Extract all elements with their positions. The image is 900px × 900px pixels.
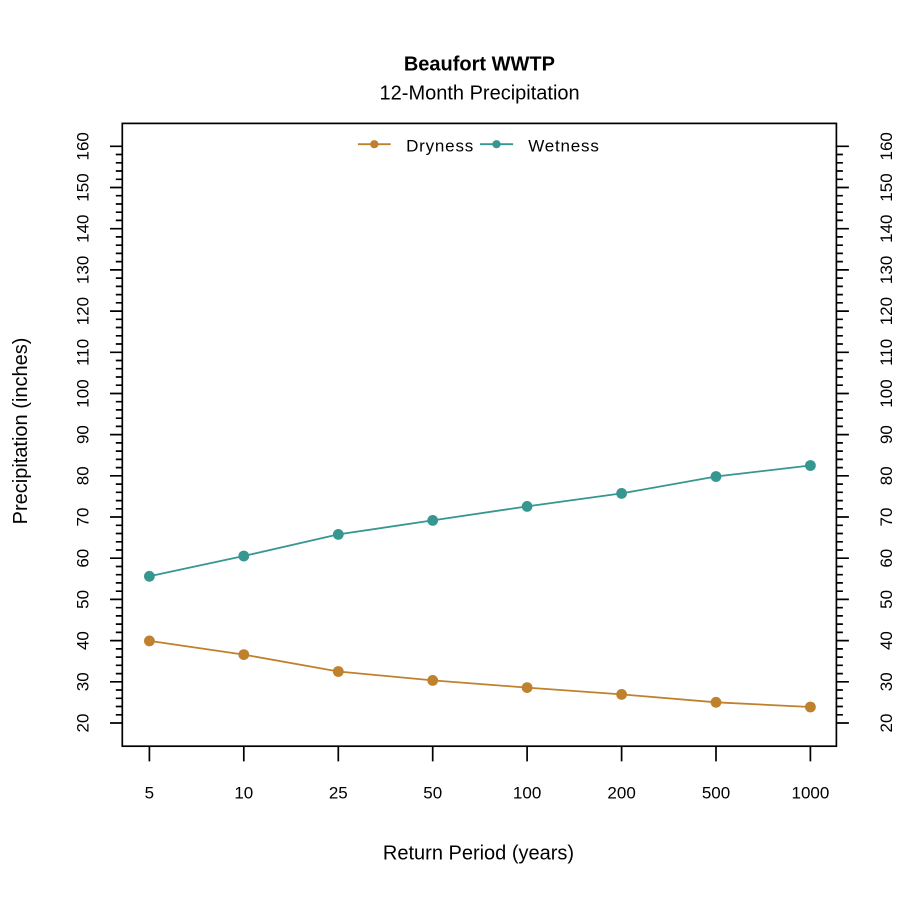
svg-text:90: 90 — [877, 425, 896, 444]
svg-text:130: 130 — [877, 256, 896, 284]
svg-text:Wetness: Wetness — [528, 137, 599, 156]
svg-text:25: 25 — [329, 783, 348, 802]
svg-text:40: 40 — [73, 631, 92, 650]
svg-text:150: 150 — [73, 173, 92, 201]
svg-text:150: 150 — [877, 173, 896, 201]
svg-text:70: 70 — [73, 508, 92, 527]
svg-text:12-Month Precipitation: 12-Month Precipitation — [380, 82, 580, 104]
svg-text:120: 120 — [877, 297, 896, 325]
svg-text:160: 160 — [877, 132, 896, 160]
svg-text:20: 20 — [877, 714, 896, 733]
svg-text:Precipitation (inches): Precipitation (inches) — [10, 338, 32, 525]
svg-text:500: 500 — [702, 783, 730, 802]
svg-text:30: 30 — [877, 672, 896, 691]
svg-text:100: 100 — [513, 783, 541, 802]
svg-text:60: 60 — [73, 549, 92, 568]
svg-text:80: 80 — [73, 466, 92, 485]
svg-text:200: 200 — [607, 783, 635, 802]
svg-text:80: 80 — [877, 466, 896, 485]
svg-text:110: 110 — [877, 339, 896, 366]
svg-text:50: 50 — [73, 590, 92, 609]
svg-text:140: 140 — [877, 215, 896, 243]
svg-text:Return Period (years): Return Period (years) — [383, 843, 574, 865]
svg-text:70: 70 — [877, 508, 896, 527]
svg-text:30: 30 — [73, 672, 92, 691]
svg-text:50: 50 — [877, 590, 896, 609]
svg-text:100: 100 — [877, 379, 896, 407]
svg-text:160: 160 — [73, 132, 92, 160]
svg-text:60: 60 — [877, 549, 896, 568]
svg-text:110: 110 — [73, 339, 92, 366]
svg-text:40: 40 — [877, 631, 896, 650]
svg-text:120: 120 — [73, 297, 92, 325]
svg-text:130: 130 — [73, 256, 92, 284]
svg-text:20: 20 — [73, 714, 92, 733]
svg-text:5: 5 — [145, 783, 154, 802]
svg-text:140: 140 — [73, 215, 92, 243]
svg-text:1000: 1000 — [791, 783, 829, 802]
svg-text:Beaufort WWTP: Beaufort WWTP — [404, 53, 555, 75]
svg-text:10: 10 — [234, 783, 253, 802]
svg-text:50: 50 — [423, 783, 442, 802]
svg-text:Dryness: Dryness — [406, 137, 474, 156]
svg-text:100: 100 — [73, 379, 92, 407]
svg-text:90: 90 — [73, 425, 92, 444]
